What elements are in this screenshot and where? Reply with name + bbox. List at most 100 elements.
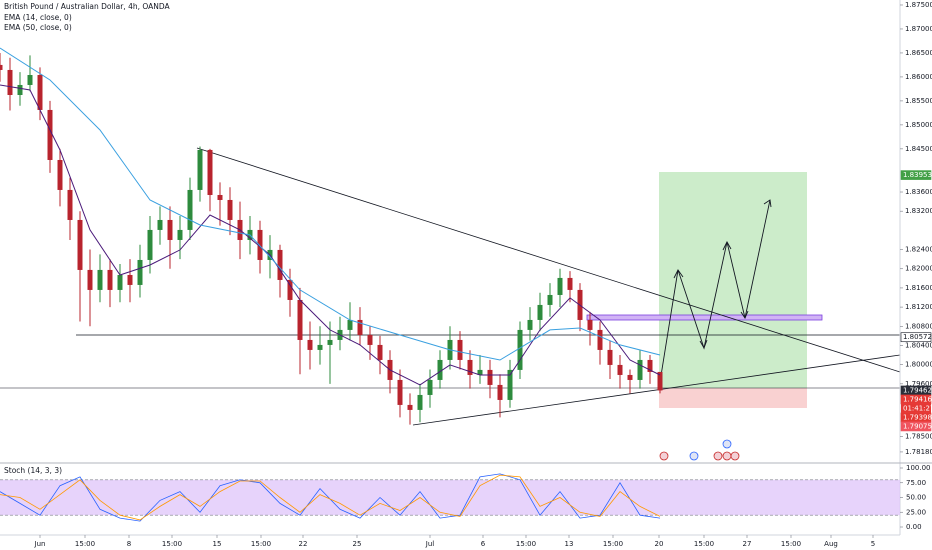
candle-body bbox=[557, 277, 563, 295]
candle-body bbox=[177, 229, 183, 240]
candle-body bbox=[107, 269, 113, 290]
y-tick-label: 1.87500 bbox=[905, 1, 932, 9]
stoch-band bbox=[0, 479, 900, 516]
candle-body bbox=[507, 369, 513, 400]
y-tick-label: 1.80400 bbox=[905, 341, 932, 349]
y-tick-label: 1.83600 bbox=[905, 188, 932, 196]
price-label: 1.79462 bbox=[903, 386, 932, 394]
candle-body bbox=[397, 379, 403, 405]
indicator-label: EMA (14, close, 0) bbox=[4, 13, 72, 22]
candle-body bbox=[567, 277, 573, 290]
x-tick-label: 5 bbox=[871, 540, 875, 548]
y-tick-label: 1.86500 bbox=[905, 49, 932, 57]
candle-body bbox=[657, 371, 663, 391]
candle-body bbox=[97, 269, 103, 290]
x-tick-label: Aug bbox=[824, 540, 838, 548]
x-tick-label: 8 bbox=[127, 540, 131, 548]
event-icons bbox=[659, 439, 740, 461]
candle-body bbox=[17, 84, 23, 95]
candle-body bbox=[437, 359, 443, 380]
candle-body bbox=[357, 319, 363, 335]
candle-body bbox=[487, 369, 493, 385]
candle-body bbox=[37, 75, 43, 110]
candle-body bbox=[627, 374, 633, 380]
x-tick-label: 22 bbox=[299, 540, 308, 548]
y-tick-label: 1.85000 bbox=[905, 121, 932, 129]
candle-body bbox=[427, 379, 433, 395]
candle-body bbox=[87, 269, 93, 290]
price-label-box bbox=[900, 421, 932, 432]
candle-body bbox=[307, 339, 313, 350]
stoch-y-tick-label: 75.00 bbox=[906, 479, 926, 487]
stop-zone bbox=[659, 388, 807, 408]
candles bbox=[0, 52, 663, 425]
resistance-box bbox=[586, 314, 823, 321]
event-icon[interactable] bbox=[689, 451, 699, 461]
stoch-y-tick-label: 25.00 bbox=[906, 508, 926, 516]
price-label: 1.80572 bbox=[903, 333, 932, 341]
y-tick-label: 1.85500 bbox=[905, 97, 932, 105]
candle-body bbox=[407, 404, 413, 410]
x-tick-label: 15:00 bbox=[251, 540, 271, 548]
candle-body bbox=[217, 194, 223, 200]
y-tick-label: 1.80800 bbox=[905, 322, 932, 330]
x-tick-label: 15:00 bbox=[694, 540, 714, 548]
event-icon[interactable] bbox=[722, 439, 732, 449]
x-tick-label: 25 bbox=[353, 540, 362, 548]
trend-line bbox=[412, 354, 901, 426]
stoch-y-tick-label: 0.00 bbox=[906, 523, 922, 531]
y-tick-label: 1.78500 bbox=[905, 433, 932, 441]
candle-body bbox=[47, 109, 53, 160]
candle-body bbox=[587, 319, 593, 330]
y-tick-label: 1.82000 bbox=[905, 265, 932, 273]
candle-body bbox=[187, 189, 193, 230]
candle-body bbox=[67, 189, 73, 220]
indicator-label: EMA (50, close, 0) bbox=[4, 23, 72, 32]
ema-line bbox=[0, 47, 661, 361]
x-tick-label: 15:00 bbox=[781, 540, 801, 548]
x-tick-label: 6 bbox=[481, 540, 486, 548]
candle-body bbox=[617, 364, 623, 375]
ema-line bbox=[0, 84, 661, 386]
candle-body bbox=[537, 304, 543, 320]
candle-body bbox=[467, 359, 473, 375]
candle-body bbox=[167, 219, 173, 240]
candle-body bbox=[287, 279, 293, 300]
event-icon[interactable] bbox=[713, 451, 723, 461]
price-label: 1.79416 bbox=[903, 395, 932, 403]
candle-body bbox=[137, 259, 143, 285]
y-tick-label: 1.81600 bbox=[905, 284, 932, 292]
candle-body bbox=[0, 64, 3, 70]
price-label: 1.79398 bbox=[903, 413, 932, 421]
arrow-heads bbox=[673, 199, 772, 350]
target-zone bbox=[659, 172, 807, 388]
chart-title: British Pound / Australian Dollar, 4h, O… bbox=[4, 2, 171, 11]
event-icon[interactable] bbox=[730, 451, 740, 461]
candle-body bbox=[127, 274, 133, 285]
countdown-box bbox=[901, 403, 931, 413]
candle-body bbox=[327, 339, 333, 345]
x-tick-label: Jul bbox=[425, 540, 435, 548]
candle-body bbox=[607, 349, 613, 365]
candle-body bbox=[27, 75, 33, 85]
candle-body bbox=[197, 149, 203, 190]
candle-body bbox=[117, 274, 123, 290]
x-tick-label: 27 bbox=[743, 540, 752, 548]
countdown: 01:41:27 bbox=[903, 404, 932, 412]
event-icon[interactable] bbox=[722, 451, 732, 461]
candle-body bbox=[207, 149, 213, 195]
x-tick-label: 15:00 bbox=[75, 540, 95, 548]
trend-line bbox=[196, 147, 901, 373]
event-icon[interactable] bbox=[659, 451, 669, 461]
y-tick-label: 1.81200 bbox=[905, 303, 932, 311]
candle-body bbox=[417, 394, 423, 410]
candle-body bbox=[157, 219, 163, 230]
candle-body bbox=[347, 319, 353, 330]
stoch-title: Stoch (14, 3, 3) bbox=[4, 466, 62, 475]
candle-body bbox=[147, 229, 153, 260]
x-tick-label: 15:00 bbox=[603, 540, 623, 548]
candle-body bbox=[7, 69, 13, 95]
x-tick-label: Jun bbox=[34, 540, 46, 548]
candle-body bbox=[497, 384, 503, 400]
